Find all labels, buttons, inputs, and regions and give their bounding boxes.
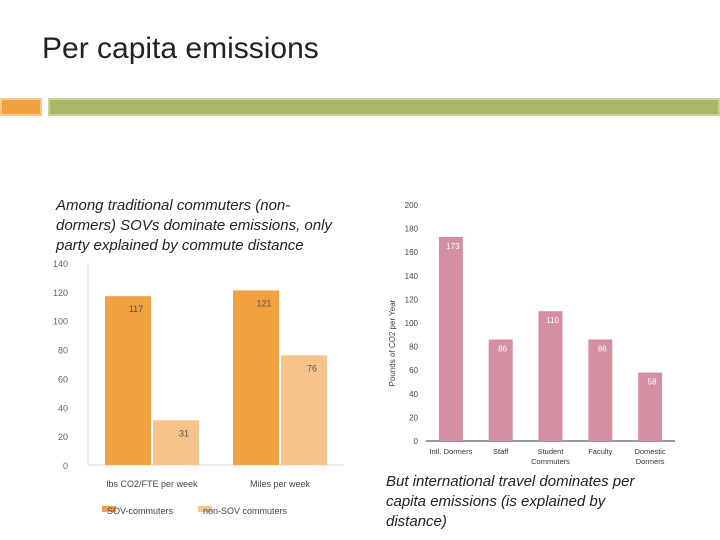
- legend-entry: non-SOV commuters: [203, 506, 288, 516]
- y-tick-label: 200: [405, 201, 419, 210]
- bar: [281, 355, 327, 465]
- data-label: 86: [598, 345, 607, 354]
- data-label: 110: [546, 316, 559, 325]
- data-label: 86: [498, 345, 507, 354]
- bar: [638, 372, 663, 441]
- data-label: 76: [307, 363, 317, 373]
- data-label: 31: [179, 428, 189, 438]
- y-tick-label: 140: [405, 272, 419, 281]
- data-label: 173: [446, 242, 460, 251]
- y-tick-label: 120: [405, 295, 419, 304]
- y-tick-label: 100: [405, 319, 419, 328]
- y-tick-label: 60: [409, 366, 418, 375]
- y-tick-label: 20: [409, 413, 418, 422]
- legend-swatch: [102, 506, 116, 512]
- data-label: 58: [648, 378, 657, 387]
- y-tick-label: 40: [409, 390, 418, 399]
- y-tick-label: 80: [409, 343, 418, 352]
- bar: [105, 296, 151, 465]
- y-tick-label: 40: [58, 403, 68, 413]
- accent-square: [0, 98, 42, 116]
- bar: [233, 290, 279, 465]
- slide-title: Per capita emissions: [42, 32, 319, 65]
- x-tick-label: Student Commuters: [531, 447, 570, 466]
- x-tick-label: lbs CO2/FTE per week: [106, 479, 198, 489]
- x-tick-label: Domestic Dormers: [634, 447, 666, 466]
- bar: [588, 339, 613, 441]
- y-axis-label: Pounds of CO2 per Year: [388, 299, 397, 386]
- y-tick-label: 100: [53, 317, 68, 327]
- accent-bar: [48, 98, 720, 116]
- y-tick-label: 0: [414, 437, 419, 446]
- left-caption: Among traditional commuters (non-dormers…: [56, 197, 332, 254]
- y-tick-label: 160: [405, 248, 419, 257]
- y-tick-label: 60: [58, 374, 68, 384]
- y-tick-label: 0: [63, 461, 68, 471]
- y-tick-label: 120: [53, 288, 68, 298]
- bar: [538, 311, 563, 441]
- x-tick-label: Faculty: [588, 447, 612, 456]
- x-tick-label: Intl. Dormers: [429, 447, 472, 456]
- x-tick-label: Staff: [493, 447, 509, 456]
- legend-swatch: [198, 506, 212, 512]
- data-label: 121: [256, 298, 271, 308]
- data-label: 117: [129, 304, 143, 314]
- x-tick-label: Miles per week: [250, 479, 311, 489]
- bar: [438, 236, 463, 441]
- legend-entry: SOV-commuters: [107, 506, 174, 516]
- y-tick-label: 180: [405, 225, 419, 234]
- y-tick-label: 80: [58, 346, 68, 356]
- right-caption: But international travel dominates per c…: [386, 473, 635, 530]
- y-tick-label: 20: [58, 432, 68, 442]
- bar: [488, 339, 513, 441]
- bar: [153, 420, 199, 465]
- y-tick-label: 140: [53, 259, 68, 269]
